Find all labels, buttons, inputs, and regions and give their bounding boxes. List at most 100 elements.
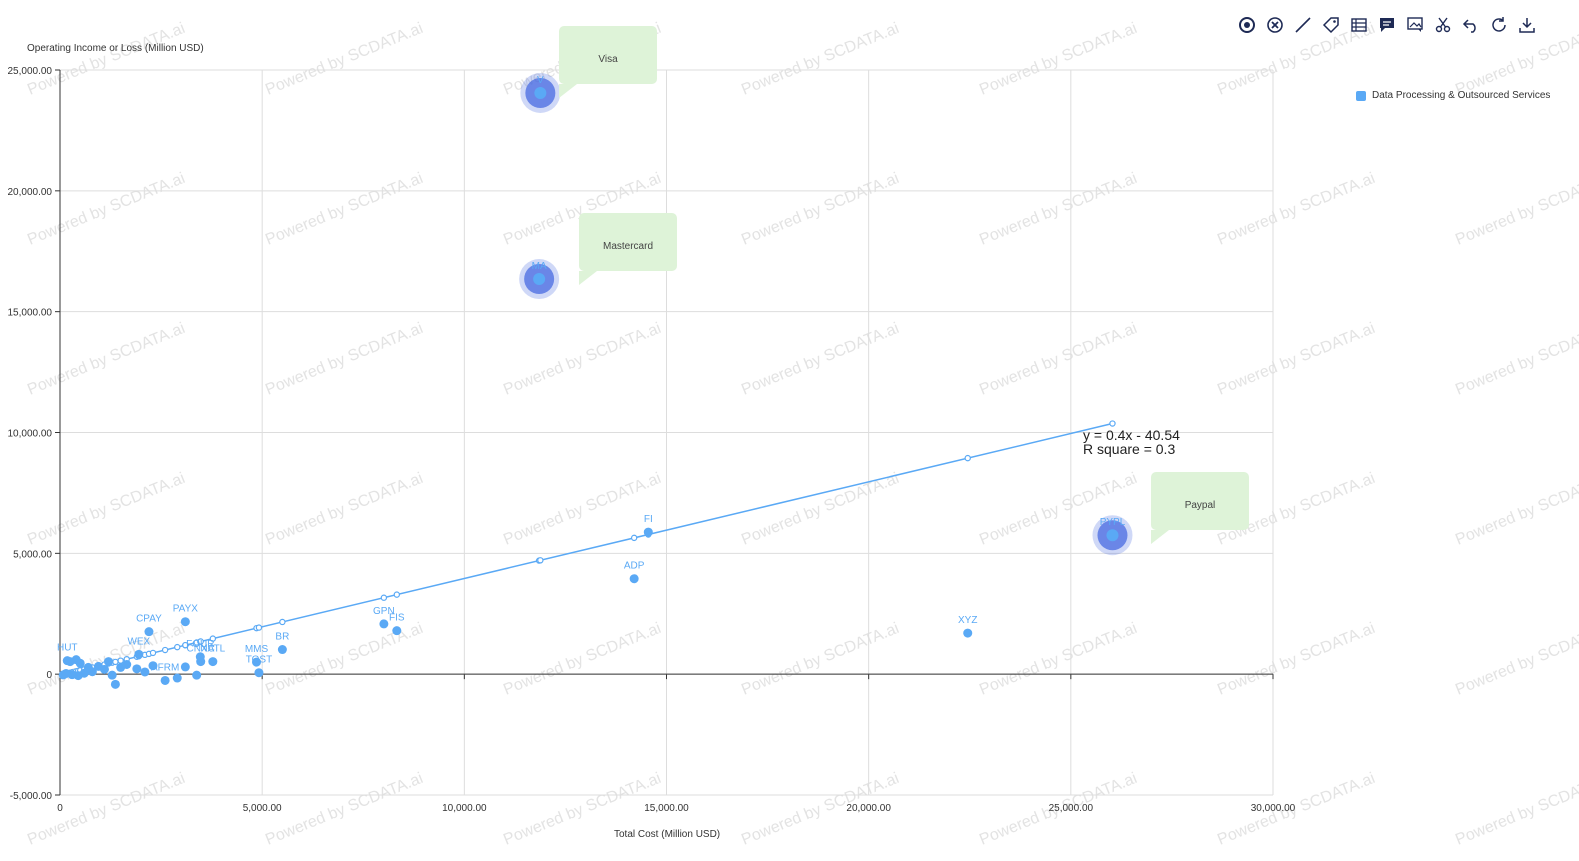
y-tick-label: 15,000.00 [8,308,53,319]
data-point-label: WEX [127,636,150,647]
download-icon[interactable] [1517,14,1537,36]
data-point-label: HUT [57,643,78,654]
image-comment-icon[interactable] [1405,14,1425,36]
data-point [65,657,75,667]
watermark-text: Powered by SCDATA.ai [1453,620,1579,699]
data-point [1106,529,1119,542]
watermark-text: Powered by SCDATA.ai [25,170,187,249]
data-point [277,645,287,655]
y-tick-label: 10,000.00 [8,429,53,440]
watermark-text: Powered by SCDATA.ai [1215,770,1377,849]
regression-marker [117,657,124,664]
watermark-text: Powered by SCDATA.ai [977,170,1139,249]
line-icon[interactable] [1293,14,1313,36]
watermark-text: Powered by SCDATA.ai [263,170,425,249]
data-point-label: NATL [200,644,225,655]
data-point [83,662,93,672]
regression-marker [209,635,217,642]
watermark-text: Powered by SCDATA.ai [25,20,187,99]
data-point [93,661,103,671]
data-point-label: BR [275,632,289,643]
data-point [104,657,114,667]
data-point-label: CNXC [187,644,215,655]
y-tick-label: 25,000.00 [8,66,53,77]
close-circle-icon[interactable] [1265,14,1285,36]
data-point-label: PAYX [173,604,199,615]
x-tick-label: 15,000.00 [644,803,689,814]
data-point [172,673,182,683]
table-icon[interactable] [1349,14,1369,36]
watermark-text: Powered by SCDATA.ai [1453,320,1579,399]
data-point-label: PYPL [1100,517,1126,528]
chart-toolbar [1237,14,1537,36]
refresh-icon[interactable] [1489,14,1509,36]
regression-marker [1109,420,1116,427]
data-point [58,670,68,680]
regression-marker [161,646,169,654]
y-tick-label: 20,000.00 [8,187,53,198]
data-point [254,668,264,678]
watermark-text: Powered by SCDATA.ai [1215,620,1377,699]
watermark-text: Powered by SCDATA.ai [1215,170,1377,249]
legend-item[interactable]: Data Processing & Outsourced Services [1356,90,1550,101]
watermark-text: Powered by SCDATA.ai [739,170,901,249]
data-point-label: FI [644,514,653,525]
watermark-text: Powered by SCDATA.ai [25,770,187,849]
watermark-text: Powered by SCDATA.ai [1215,320,1377,399]
regression-r-squared: R square = 0.3 [1083,441,1176,457]
tag-icon[interactable] [1321,14,1341,36]
regression-equation: y = 0.4x - 40.54 [1083,427,1180,443]
data-point [196,657,206,667]
watermark-text: Powered by SCDATA.ai [501,620,663,699]
regression-marker [197,638,204,645]
data-point [629,574,639,584]
data-point [140,667,150,677]
y-tick-label: -5,000.00 [10,791,53,802]
watermark-text: Powered by SCDATA.ai [263,770,425,849]
legend-swatch [1356,90,1366,101]
comment-icon[interactable] [1377,14,1397,36]
scissors-icon[interactable] [1433,14,1453,36]
regression-marker [112,658,119,666]
watermark-text: Powered by SCDATA.ai [977,20,1139,99]
watermark-text: Powered by SCDATA.ai [263,470,425,549]
callout-paypal: Paypal [1151,472,1249,544]
data-point [392,626,402,636]
watermark-text: Powered by SCDATA.ai [1453,470,1579,549]
data-point-label: FOUR [186,639,214,650]
data-point [107,670,117,680]
watermark-text: Powered by SCDATA.ai [1453,170,1579,249]
data-point [134,649,144,659]
x-tick-label: 5,000.00 [243,803,282,814]
data-point [379,619,389,629]
callout-visa: Visa [559,26,657,98]
data-point-label: XYZ [958,615,977,626]
watermark-text: Powered by SCDATA.ai [739,20,901,99]
y-tick-label: 0 [46,670,52,681]
watermark-text: Powered by SCDATA.ai [263,320,425,399]
y-tick-label: 5,000.00 [13,549,52,560]
regression-marker [393,591,401,598]
data-point-label: GPN [373,606,395,617]
callout-mastercard: Mastercard [579,213,677,285]
legend-label: Data Processing & Outsourced Services [1372,90,1551,101]
regression-marker [279,618,286,626]
regression-marker [537,557,544,564]
target-icon[interactable] [1237,14,1257,36]
data-point-label: CPAY [136,614,162,625]
regression-marker [630,534,638,542]
data-point-label: V [537,75,544,86]
regression-line [63,422,1113,676]
data-point-label: ADP [624,561,645,572]
undo-icon[interactable] [1461,14,1481,36]
data-point [160,675,170,685]
x-tick-label: 30,000.00 [1251,803,1296,814]
regression-marker [174,643,181,651]
data-point [148,661,158,671]
watermark-text: Powered by SCDATA.ai [501,320,663,399]
x-tick-label: 20,000.00 [846,803,891,814]
x-axis-label: Total Cost (Million USD) [614,829,721,840]
data-point [252,657,262,667]
data-point [180,662,190,672]
